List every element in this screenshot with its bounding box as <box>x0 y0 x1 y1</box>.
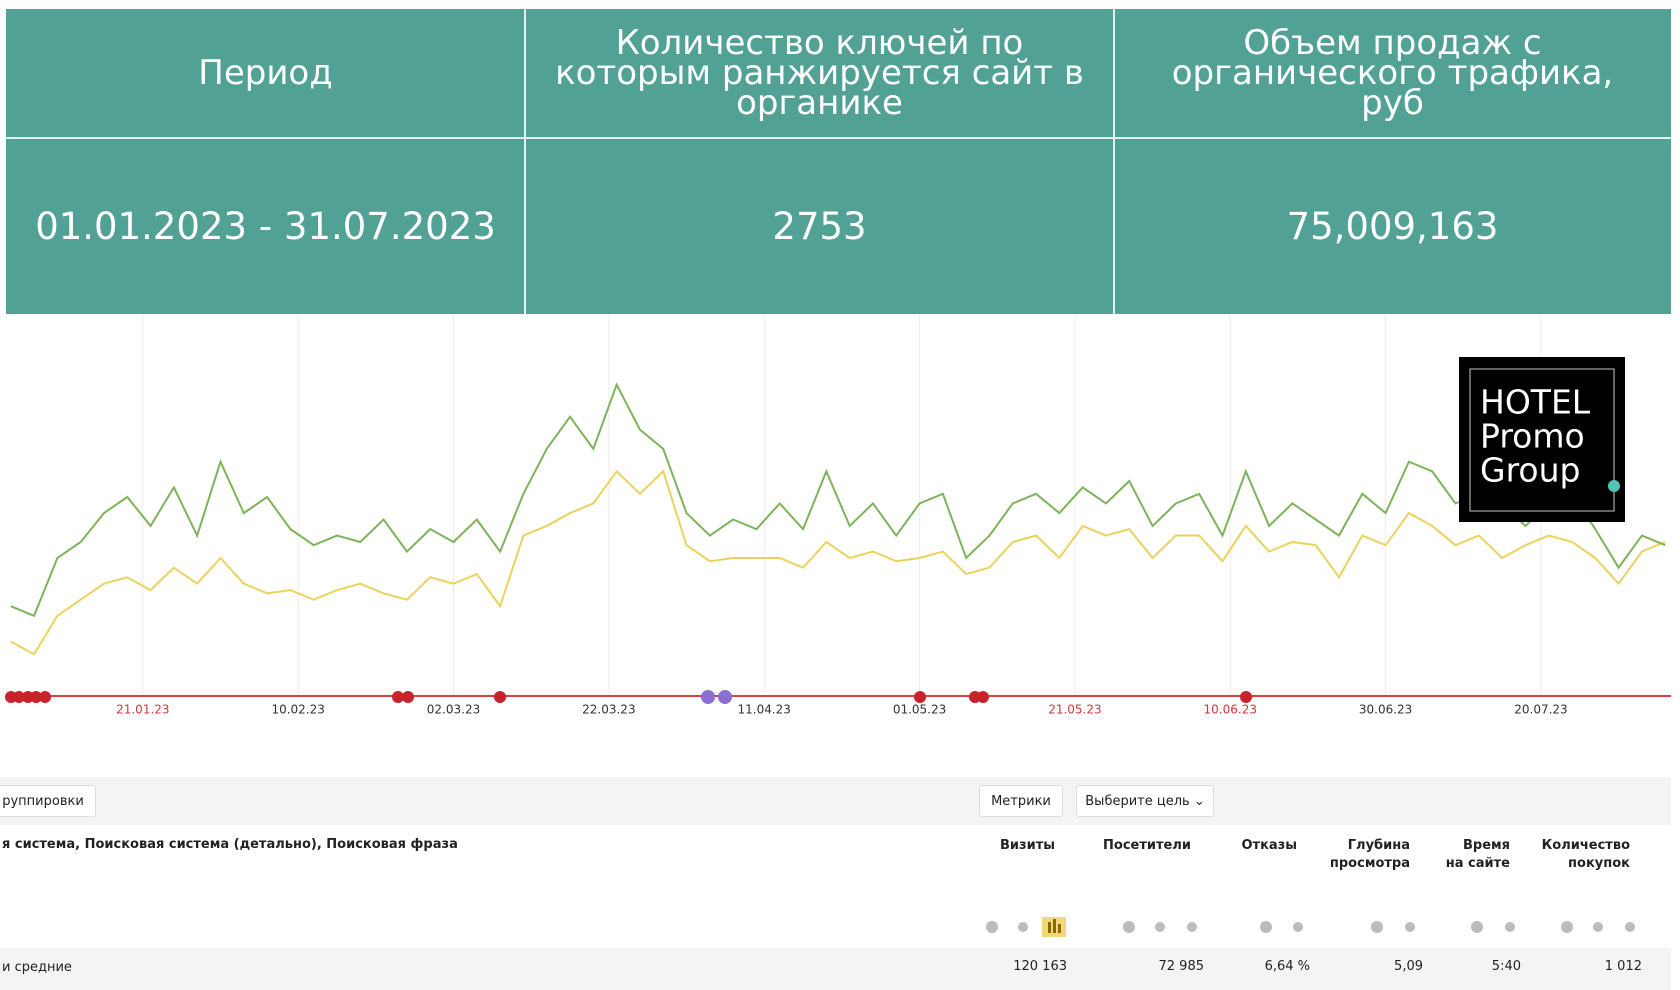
view-icons <box>986 917 1635 937</box>
event-marker <box>392 691 404 703</box>
icon <box>1625 922 1635 932</box>
x-tick-label: 11.04.23 <box>737 703 790 717</box>
event-marker <box>718 690 732 704</box>
column-header: Количество покупок <box>1542 837 1630 873</box>
icon <box>1505 922 1515 932</box>
event-marker <box>39 691 51 703</box>
icon <box>986 921 998 933</box>
totals-label: и средние <box>2 960 72 975</box>
x-tick-label: 21.05.23 <box>1048 703 1101 717</box>
column-header-line: Визиты <box>1000 838 1055 853</box>
column-header-line: Отказы <box>1241 838 1298 853</box>
total-value: 5,09 <box>1394 959 1423 974</box>
event-marker <box>494 691 506 703</box>
total-value: 1 012 <box>1604 959 1642 974</box>
x-tick-label: 22.03.23 <box>582 703 635 717</box>
body-cell: 75,009,163 <box>1286 205 1499 248</box>
event-marker <box>701 690 715 704</box>
report-panel: руппировки Метрики Выберите цель ⌄ я сис… <box>0 777 1671 990</box>
icon <box>1293 922 1303 932</box>
header-cell: Количество ключей по которым ранжируется… <box>555 23 1084 123</box>
goal-label: Выберите цель <box>1085 793 1190 809</box>
x-tick-label: 10.06.23 <box>1204 703 1257 717</box>
total-value: 5:40 <box>1491 959 1521 974</box>
event-marker <box>1240 691 1252 703</box>
goal-button[interactable]: Выберите цель ⌄ <box>1076 785 1214 817</box>
event-marker <box>914 691 926 703</box>
event-markers <box>5 691 1252 703</box>
icon <box>1187 922 1197 932</box>
event-marker <box>13 691 25 703</box>
column-header-line: Глубина <box>1347 838 1410 853</box>
chart: 21.01.23 10.02.23 02.03.23 22.03.23 11.04.23… <box>5 314 1671 717</box>
body-cell: 2753 <box>772 205 867 248</box>
column-header: Глубина просмотра <box>1330 837 1410 873</box>
x-tick-label: 20.07.23 <box>1514 703 1567 717</box>
logo: HOTEL Promo Group <box>1459 357 1625 522</box>
body-cell: 01.01.2023 - 31.07.2023 <box>35 205 496 248</box>
x-tick-label: 10.02.23 <box>271 703 324 717</box>
event-marker <box>402 691 414 703</box>
divider <box>6 137 1671 139</box>
toolbar <box>0 777 1671 825</box>
column-header: Визиты <box>1000 837 1055 855</box>
icon <box>1405 922 1415 932</box>
icon <box>1155 922 1165 932</box>
logo-text: HOTEL <box>1480 383 1591 422</box>
series-line <box>10 382 1666 618</box>
column-header-line: Время <box>1462 838 1510 853</box>
column-header-line: на сайте <box>1445 856 1510 871</box>
column-header-line: просмотра <box>1329 856 1410 871</box>
series-line <box>10 469 1666 656</box>
column-header-line: Количество <box>1541 838 1630 853</box>
grouping-button[interactable]: руппировки <box>0 785 96 817</box>
x-tick-label: 01.05.23 <box>893 703 946 717</box>
divider <box>524 9 526 314</box>
header-cell: Объем продаж с органического трафика, ру… <box>1171 23 1614 123</box>
summary-table: Период Количество ключей по которым ранж… <box>6 9 1671 314</box>
total-value: 6,64 % <box>1264 959 1310 974</box>
header-cell: Период <box>198 53 333 93</box>
event-marker <box>30 691 42 703</box>
totals-row <box>0 948 1671 990</box>
logo-text: Group <box>1480 451 1580 490</box>
logo-dot <box>1608 480 1620 492</box>
divider <box>1113 9 1115 314</box>
logo-text: Promo <box>1480 417 1585 456</box>
column-header: Посетители <box>1103 837 1191 855</box>
event-marker <box>977 691 989 703</box>
column-header-line: покупок <box>1568 856 1630 871</box>
icon <box>1561 921 1573 933</box>
total-value: 120 163 <box>1013 959 1067 974</box>
x-tick-label: 02.03.23 <box>427 703 480 717</box>
x-tick-label: 21.01.23 <box>116 703 169 717</box>
logo-box <box>1459 357 1625 522</box>
icon <box>1260 921 1272 933</box>
icon <box>1123 921 1135 933</box>
icon <box>1593 922 1603 932</box>
total-value: 72 985 <box>1158 959 1205 974</box>
column-header: Время на сайте <box>1446 837 1510 873</box>
dimensions: я система, Поисковая система (детально),… <box>2 837 458 852</box>
x-tick-label: 30.06.23 <box>1359 703 1412 717</box>
icon <box>1018 922 1028 932</box>
icon <box>1471 921 1483 933</box>
icon <box>1371 921 1383 933</box>
column-header-line: Посетители <box>1103 838 1191 853</box>
metrics-button[interactable]: Метрики <box>979 785 1063 817</box>
column-header: Отказы <box>1242 837 1298 855</box>
logo-frame <box>1469 368 1615 512</box>
